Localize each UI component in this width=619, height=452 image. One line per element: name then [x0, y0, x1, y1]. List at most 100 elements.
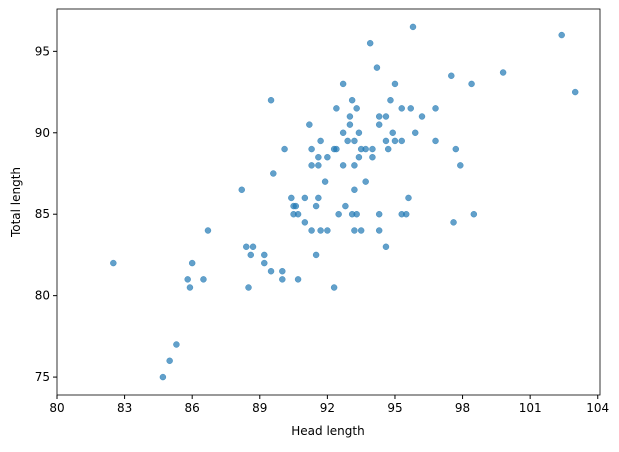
point — [270, 170, 277, 177]
point — [188, 259, 196, 267]
point — [339, 80, 347, 88]
point — [366, 39, 374, 47]
point — [261, 259, 268, 267]
point — [184, 276, 191, 283]
point — [315, 153, 322, 161]
point — [382, 243, 390, 251]
point — [353, 105, 360, 112]
point — [382, 137, 390, 145]
point — [159, 373, 167, 381]
point — [344, 137, 351, 145]
point — [351, 227, 358, 234]
point — [261, 251, 268, 259]
point — [398, 137, 405, 145]
point — [279, 276, 286, 283]
point — [457, 162, 464, 169]
x-tick-label: 104 — [586, 401, 609, 415]
plot-frame — [56, 8, 601, 396]
point — [355, 129, 363, 137]
point — [294, 276, 302, 283]
point — [267, 96, 275, 104]
point — [375, 121, 383, 128]
point — [308, 145, 315, 153]
point — [249, 243, 257, 251]
point — [375, 113, 383, 120]
point — [306, 121, 313, 128]
point — [335, 210, 342, 218]
y-axis-title: Total length — [9, 167, 23, 238]
point — [418, 113, 426, 120]
point — [315, 194, 322, 202]
point — [346, 113, 354, 120]
point — [317, 137, 324, 145]
point — [292, 202, 300, 210]
x-tick-label: 101 — [519, 401, 542, 415]
point — [301, 194, 309, 202]
point — [281, 145, 288, 153]
point — [267, 267, 275, 275]
point — [279, 267, 286, 275]
point — [450, 219, 457, 226]
point — [499, 69, 507, 76]
point — [391, 137, 399, 145]
x-tick-label: 92 — [320, 401, 335, 415]
point — [402, 210, 410, 218]
point — [470, 210, 478, 218]
point — [373, 64, 381, 71]
x-tick-label: 89 — [252, 401, 267, 415]
point — [369, 153, 376, 161]
point — [308, 162, 315, 169]
point — [409, 23, 417, 31]
point — [301, 219, 309, 226]
point — [353, 210, 360, 218]
point — [321, 178, 329, 185]
point — [351, 162, 358, 169]
point — [245, 284, 252, 291]
point — [308, 227, 315, 234]
point — [312, 251, 320, 259]
point — [398, 105, 405, 112]
point — [432, 105, 439, 112]
point — [333, 105, 340, 112]
point — [243, 243, 250, 251]
point — [407, 105, 414, 112]
x-tick-label: 98 — [455, 401, 470, 415]
point — [558, 31, 565, 39]
point — [110, 259, 117, 267]
y-tick-label: 85 — [35, 207, 50, 221]
point — [339, 129, 347, 137]
point — [375, 210, 383, 218]
point — [315, 162, 322, 169]
point — [186, 284, 194, 291]
point — [452, 145, 460, 153]
point — [294, 210, 302, 218]
point — [342, 202, 349, 210]
x-tick-label: 80 — [49, 401, 64, 415]
point — [166, 357, 173, 365]
point — [330, 284, 338, 291]
point — [384, 145, 392, 153]
point — [346, 121, 354, 128]
point — [391, 80, 399, 88]
y-tick-label: 95 — [35, 44, 50, 58]
point — [448, 72, 455, 80]
point — [571, 88, 579, 96]
point — [204, 227, 212, 234]
point — [362, 178, 369, 185]
point — [382, 113, 390, 120]
point — [389, 129, 396, 137]
point — [317, 227, 324, 234]
point — [405, 194, 412, 202]
point — [173, 341, 180, 348]
point — [351, 137, 358, 145]
point — [351, 186, 358, 194]
x-axis-title: Head length — [291, 424, 364, 438]
point — [324, 153, 331, 161]
point — [312, 202, 320, 210]
y-tick-label: 80 — [35, 289, 50, 303]
point — [339, 162, 347, 169]
y-tick-label: 90 — [35, 126, 50, 140]
point — [468, 80, 475, 88]
